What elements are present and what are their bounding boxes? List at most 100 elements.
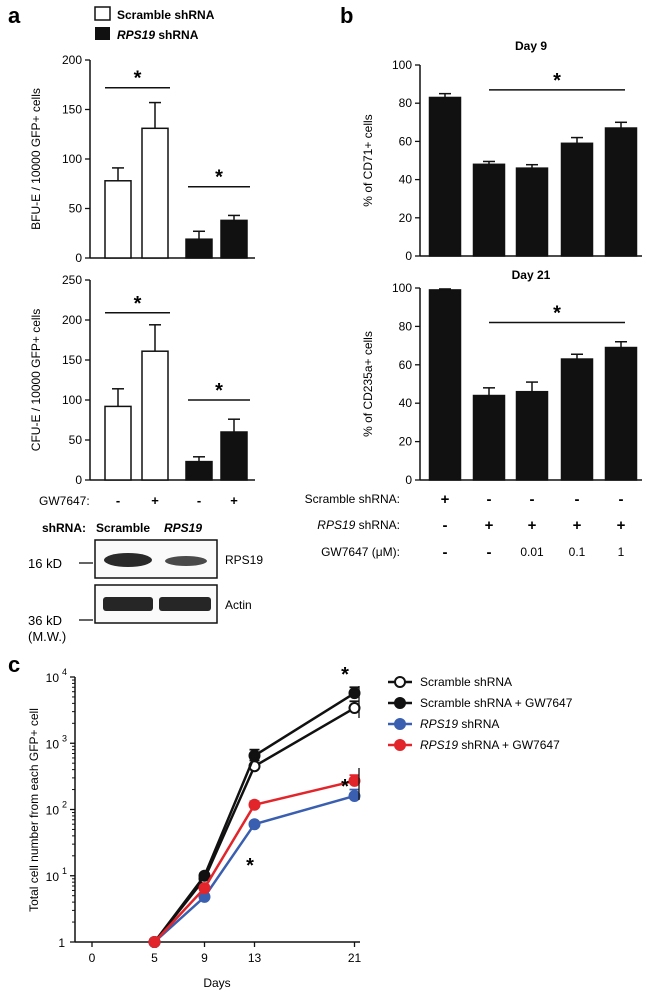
bar bbox=[472, 394, 506, 481]
bar bbox=[220, 219, 248, 259]
treatment-mark: 0.01 bbox=[520, 545, 544, 559]
bar bbox=[428, 96, 462, 257]
blot-label-rps19: RPS19 bbox=[225, 553, 263, 567]
y-tick-label: 1 bbox=[58, 936, 65, 950]
panel-label-c: c bbox=[8, 652, 20, 677]
data-point bbox=[248, 798, 261, 811]
y-tick-label: 200 bbox=[62, 53, 82, 67]
x-tick-label: 5 bbox=[151, 951, 158, 965]
treatment-mark: - bbox=[197, 493, 201, 508]
treatment-mark: 1 bbox=[618, 545, 625, 559]
bar bbox=[428, 289, 462, 481]
legend-marker bbox=[394, 739, 406, 751]
legend-swatch-scramble bbox=[94, 6, 111, 21]
bar bbox=[472, 163, 506, 257]
y-tick-label: 250 bbox=[62, 273, 82, 287]
data-point bbox=[348, 702, 361, 715]
treatment-mark: - bbox=[116, 493, 120, 508]
y-axis-label: % of CD71+ cells bbox=[361, 114, 375, 206]
treatment-mark: + bbox=[617, 517, 626, 534]
treatment-label-rps19: RPS19 shRNA: bbox=[317, 518, 400, 532]
treatment-row-a: GW7647: - + - + bbox=[39, 493, 238, 508]
bar bbox=[220, 431, 248, 481]
data-point bbox=[248, 818, 261, 831]
y-tick-label: 0 bbox=[405, 249, 412, 263]
treatment-mark: + bbox=[528, 517, 537, 534]
bar bbox=[560, 142, 594, 257]
treatment-label-gw7647: GW7647: bbox=[39, 494, 90, 508]
treatment-mark: - bbox=[575, 491, 580, 508]
legend-label: RPS19 shRNA + GW7647 bbox=[420, 738, 560, 752]
bar-chart-cfu-e: 0 50 100 150 200 250 CFU-E / 10000 GFP+ cells *… bbox=[29, 273, 255, 487]
chart-title: Day 9 bbox=[515, 39, 547, 53]
blot-band bbox=[104, 553, 152, 567]
data-point bbox=[348, 774, 361, 787]
chart-title: Day 21 bbox=[512, 268, 551, 282]
treatment-mark: 0.1 bbox=[569, 545, 586, 559]
treatment-mark: + bbox=[485, 517, 494, 534]
y-tick-label: 80 bbox=[399, 319, 413, 333]
mw-marker-16kd: 16 kD bbox=[28, 556, 62, 571]
legend-marker bbox=[394, 676, 406, 688]
treatment-mark: + bbox=[573, 517, 582, 534]
legend-label-scramble: Scramble shRNA bbox=[117, 8, 215, 22]
y-axis-label: CFU-E / 10000 GFP+ cells bbox=[29, 309, 43, 451]
y-tick-exponent: 1 bbox=[62, 866, 67, 876]
bar bbox=[104, 180, 132, 259]
mw-marker-36kd: 36 kD bbox=[28, 613, 62, 628]
bar bbox=[185, 460, 213, 481]
y-tick-label: 50 bbox=[69, 202, 83, 216]
significance-star: * bbox=[341, 664, 349, 686]
bar bbox=[141, 350, 169, 481]
blot-header-label: shRNA: bbox=[42, 521, 86, 535]
blot-band bbox=[103, 597, 153, 611]
western-blot: shRNA: Scramble RPS19 RPS19 Actin 16 kD … bbox=[28, 521, 263, 644]
significance-star: * bbox=[134, 68, 142, 90]
mw-note: (M.W.) bbox=[28, 629, 66, 644]
y-tick-exponent: 2 bbox=[62, 800, 67, 810]
bar-chart-cd235a-day21: 0 20 40 60 80 100 % of CD235a+ cells Day 21 * bbox=[361, 268, 642, 487]
y-tick-label: 80 bbox=[399, 96, 413, 110]
data-point bbox=[348, 687, 361, 700]
y-axis-label: BFU-E / 10000 GFP+ cells bbox=[29, 88, 43, 230]
legend-marker bbox=[394, 718, 406, 730]
legend-swatch-rps19 bbox=[95, 27, 110, 40]
series-line bbox=[153, 692, 356, 943]
significance-star: * bbox=[215, 167, 223, 189]
treatment-mark: + bbox=[441, 491, 450, 508]
series-line bbox=[153, 794, 355, 943]
y-tick-label: 0 bbox=[75, 251, 82, 265]
significance-star: * bbox=[553, 303, 561, 325]
data-point bbox=[148, 936, 161, 948]
y-tick-label: 40 bbox=[399, 173, 413, 187]
bar bbox=[104, 405, 132, 481]
legend-label: Scramble shRNA bbox=[420, 675, 512, 689]
y-axis-label: % of CD235a+ cells bbox=[361, 331, 375, 437]
significance-star: * bbox=[553, 70, 561, 92]
y-tick-label: 100 bbox=[62, 393, 82, 407]
blot-label-actin: Actin bbox=[225, 598, 252, 612]
y-tick-label: 10 bbox=[46, 870, 60, 884]
significance-star: * bbox=[215, 380, 223, 402]
significance-star: * bbox=[341, 776, 349, 798]
y-tick-label: 150 bbox=[62, 103, 82, 117]
blot-band bbox=[165, 556, 207, 566]
treatment-mark: - bbox=[619, 491, 624, 508]
panel-label-a: a bbox=[8, 3, 21, 28]
legend-c: Scramble shRNA Scramble shRNA + GW7647 RPS… bbox=[388, 675, 573, 752]
y-tick-exponent: 3 bbox=[62, 733, 67, 743]
x-tick-label: 13 bbox=[248, 951, 262, 965]
bar bbox=[560, 358, 594, 481]
data-point bbox=[198, 882, 211, 895]
data-point bbox=[348, 789, 361, 802]
y-tick-label: 40 bbox=[399, 396, 413, 410]
data-point bbox=[248, 749, 261, 762]
treatment-table-b: Scramble shRNA: RPS19 shRNA: GW7647 (μM)… bbox=[305, 491, 626, 561]
treatment-mark: - bbox=[487, 544, 492, 561]
bar bbox=[141, 127, 169, 259]
y-tick-label: 20 bbox=[399, 435, 413, 449]
legend-label: Scramble shRNA + GW7647 bbox=[420, 696, 573, 710]
y-tick-label: 10 bbox=[46, 671, 60, 685]
